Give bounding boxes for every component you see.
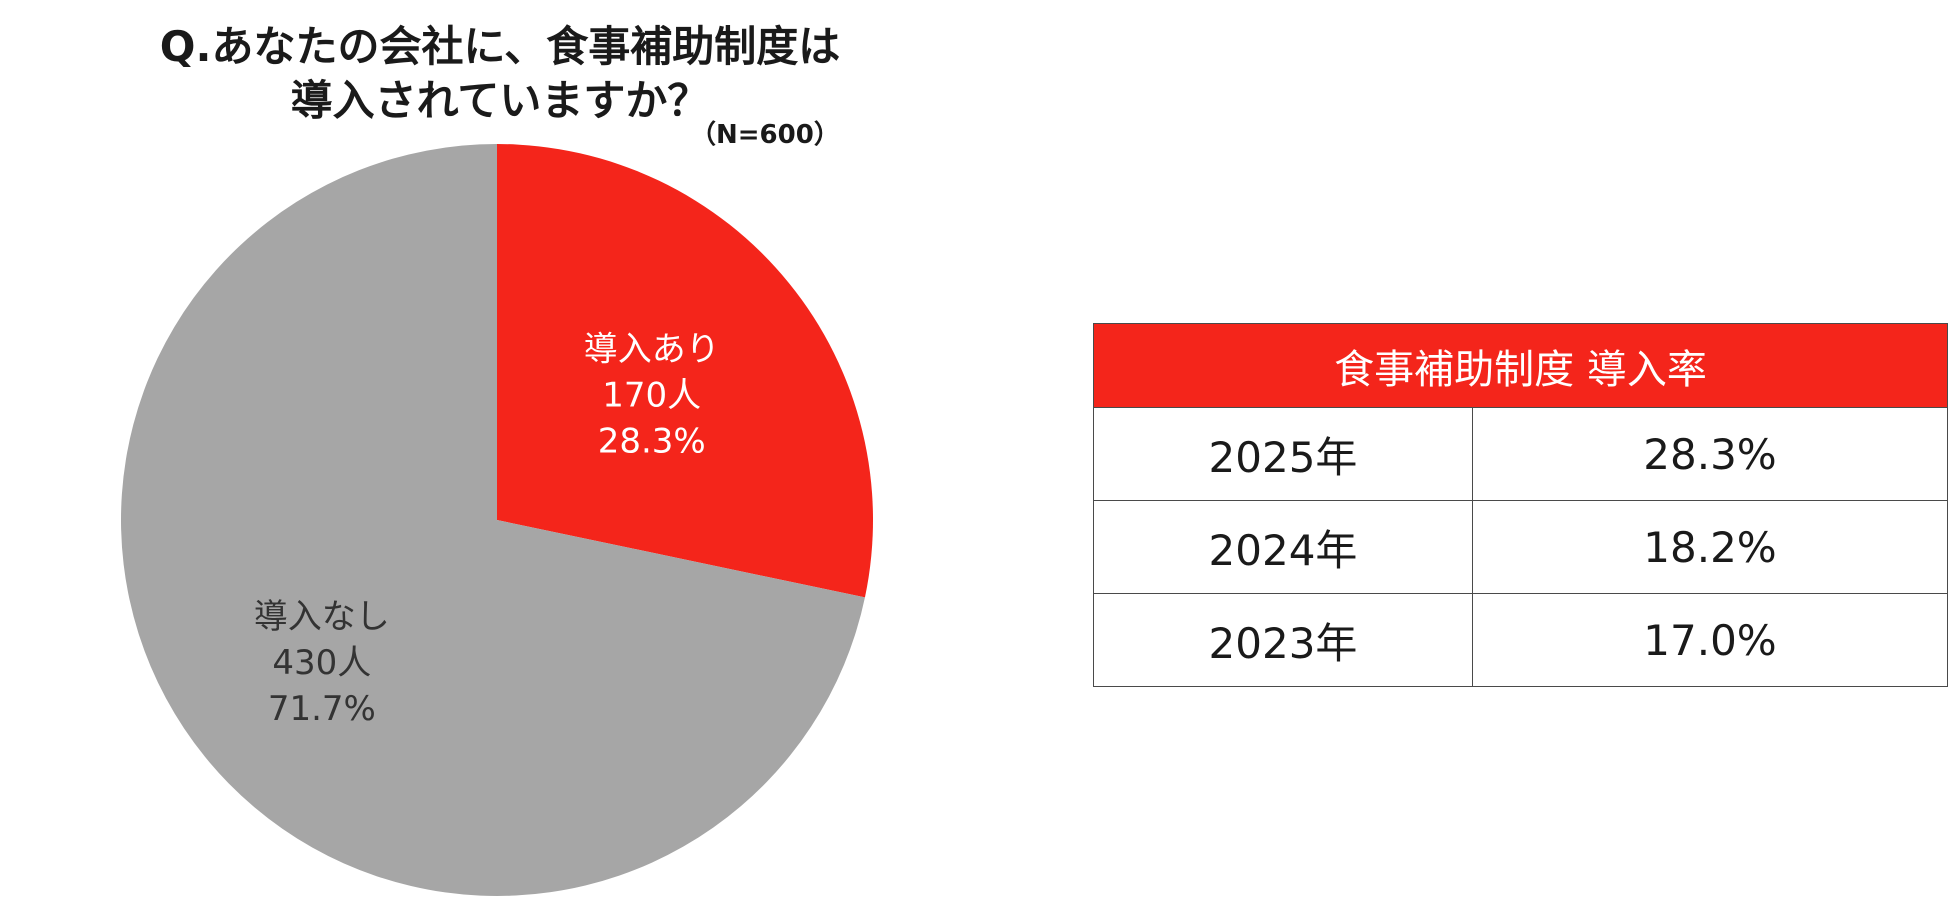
chart-title-line-1: Q.あなたの会社に、食事補助制度は <box>159 22 841 71</box>
rate-cell: 18.2% <box>1472 500 1948 594</box>
slice-label-percent: 28.3% <box>598 421 706 461</box>
year-cell: 2024年 <box>1093 500 1473 594</box>
slice-label-count: 430人 <box>272 643 371 683</box>
chart-title: Q.あなたの会社に、食事補助制度は 導入されていますか？ <box>110 20 890 128</box>
year-cell: 2025年 <box>1093 407 1473 501</box>
rate-cell: 28.3% <box>1472 407 1948 501</box>
pie-chart: 導入あり 170人 28.3% 導入なし 430人 71.7% <box>120 144 873 896</box>
slice-label-percent: 71.7% <box>268 689 376 729</box>
table-row: 2023年 17.0% <box>1093 593 1948 687</box>
pie-slice-1 <box>497 144 873 598</box>
table-row: 2024年 18.2% <box>1093 500 1948 594</box>
table-header: 食事補助制度 導入率 <box>1093 323 1948 408</box>
slice-label-count: 170人 <box>602 375 701 415</box>
rate-cell: 17.0% <box>1472 593 1948 687</box>
table-row: 2025年 28.3% <box>1093 407 1948 501</box>
table-header-row: 食事補助制度 導入率 <box>1093 323 1948 408</box>
chart-title-line-2: 導入されていますか？ <box>290 76 710 125</box>
pie-slice-2 <box>120 144 865 896</box>
slice-label-name: 導入あり <box>584 329 720 369</box>
sample-size-label: （N=600） <box>690 120 840 150</box>
year-cell: 2023年 <box>1093 593 1473 687</box>
adoption-rate-table: 食事補助制度 導入率 2025年 28.3% 2024年 18.2% 2023年… <box>1093 323 1948 687</box>
slice-label-name: 導入なし <box>254 597 390 637</box>
